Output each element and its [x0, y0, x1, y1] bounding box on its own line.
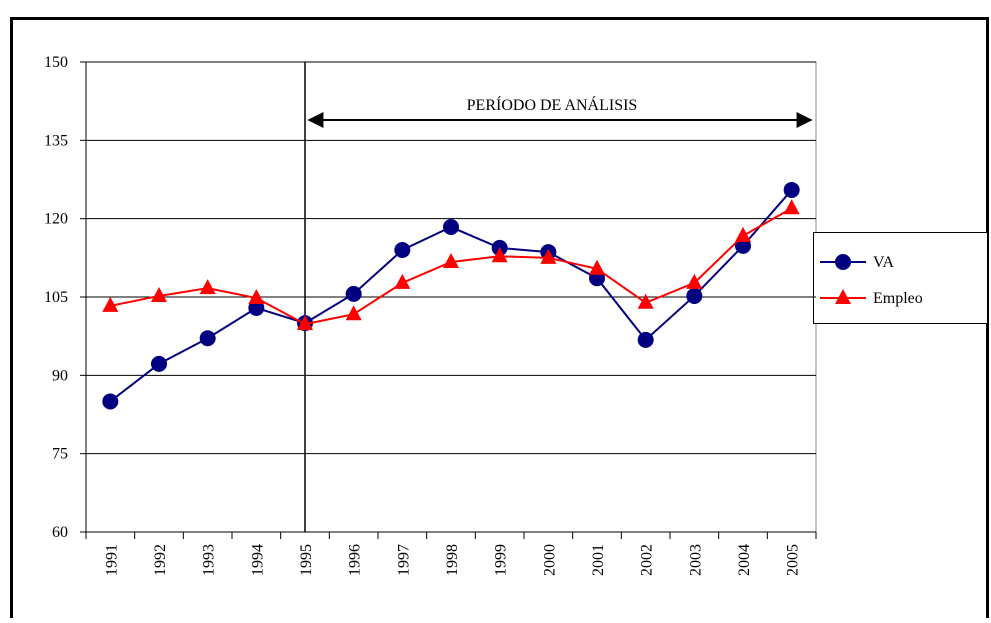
x-tick-label: 1991	[103, 544, 120, 576]
point	[637, 331, 654, 348]
x-tick-label: 2000	[541, 544, 558, 576]
point	[589, 259, 605, 275]
annotation: PERÍODO DE ANÁLISIS	[467, 95, 638, 114]
y-tick-label: 135	[44, 132, 68, 149]
point	[686, 273, 703, 289]
point	[199, 330, 216, 347]
x-tick-label: 1998	[444, 544, 461, 576]
point	[151, 286, 167, 302]
x-tick-label: 1999	[493, 544, 510, 576]
y-tick-label: 105	[44, 289, 68, 306]
x-tick-label: 2002	[639, 544, 656, 576]
x-tick-label: 1994	[249, 544, 266, 576]
x-tick-label: 2005	[785, 544, 802, 576]
legend-label: VA	[873, 254, 894, 271]
point	[835, 254, 851, 270]
point	[783, 199, 800, 215]
frame	[10, 17, 989, 623]
legend	[813, 232, 988, 324]
point	[151, 355, 167, 372]
x-tick-label: 2001	[590, 544, 607, 576]
x-tick-label: 1996	[347, 544, 364, 576]
point	[345, 285, 362, 302]
point	[783, 181, 800, 198]
point	[248, 289, 265, 305]
point	[835, 289, 851, 304]
x-tick-label: 1993	[201, 544, 218, 576]
y-tick-label: 60	[52, 524, 68, 541]
y-tick-label: 90	[52, 367, 68, 384]
point	[686, 287, 703, 304]
point	[443, 253, 459, 269]
point	[345, 305, 362, 321]
point	[637, 293, 654, 309]
point	[102, 393, 119, 410]
x-tick-label: 2004	[736, 544, 753, 576]
point	[199, 279, 216, 295]
point	[491, 247, 508, 263]
point	[735, 226, 751, 242]
point	[540, 248, 557, 264]
point	[443, 219, 459, 236]
point	[102, 296, 119, 312]
point	[394, 273, 411, 289]
x-tick-label: 2003	[687, 544, 704, 576]
x-tick-label: 1992	[152, 544, 169, 576]
y-tick-label: 75	[52, 446, 68, 463]
legend-label: Empleo	[873, 290, 923, 307]
x-tick-label: 1995	[298, 544, 315, 576]
y-tick-label: 150	[44, 54, 68, 71]
point	[394, 242, 411, 258]
point	[297, 315, 313, 331]
y-tick-label: 120	[44, 211, 68, 228]
x-tick-label: 1997	[395, 544, 412, 576]
